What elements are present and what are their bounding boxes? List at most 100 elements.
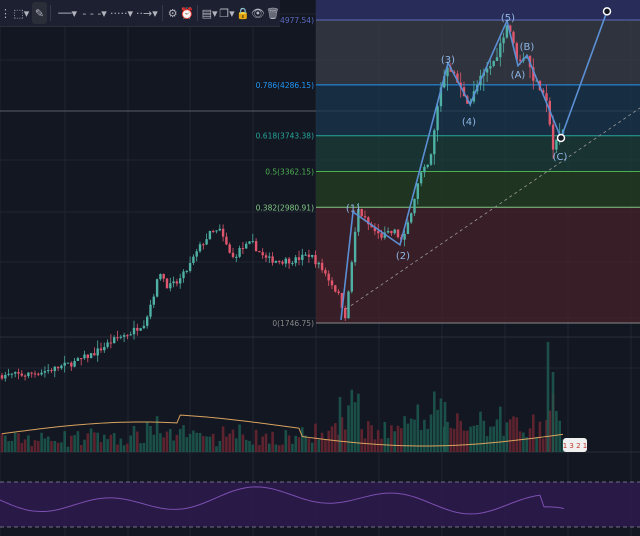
candle-body — [146, 316, 149, 326]
clone-icon[interactable]: ❐▾ — [219, 6, 235, 20]
candle-body — [185, 270, 188, 272]
candle-body — [56, 366, 60, 369]
volume-bar — [449, 427, 453, 452]
volume-bar — [149, 426, 152, 452]
volume-bar — [492, 426, 495, 452]
volume-bar — [63, 431, 66, 452]
candle-body — [330, 280, 334, 286]
grip-icon: ⋮ — [0, 6, 11, 20]
fib-zone-top — [316, 0, 640, 20]
toolbar-separator — [197, 5, 198, 21]
candle-body — [7, 373, 10, 375]
rsi-pane — [0, 481, 640, 528]
fib-trend-line[interactable] — [345, 107, 640, 310]
candle-body — [403, 233, 406, 240]
line-end-arrow[interactable]: ··→▾ — [136, 6, 158, 20]
candle-body — [205, 239, 208, 245]
volume-bar — [416, 404, 420, 452]
candle-body — [353, 231, 357, 263]
candle-body — [53, 366, 56, 372]
candle-body — [363, 216, 367, 218]
volume-badge[interactable] — [563, 438, 587, 452]
volume-bar — [182, 425, 185, 452]
fib-retracement[interactable]: 1(4977.54) 0.786(4286.15) 0.618(3743.38) 0.… — [256, 0, 640, 328]
volume-bar — [248, 440, 251, 452]
volume-bar — [376, 430, 380, 452]
candle-body — [350, 262, 353, 292]
elliott-wave[interactable]: (1) (2) (3) (4) (5) (A) (B) (C) — [340, 7, 612, 320]
candle-body — [413, 198, 416, 214]
candle-body — [489, 65, 492, 69]
volume-bar — [60, 442, 63, 452]
candle-body — [89, 353, 93, 358]
toolbar-separator — [50, 5, 52, 21]
alert-icon[interactable]: ⏰ — [180, 6, 194, 20]
volume-bar — [301, 427, 304, 452]
templates-icon[interactable]: ▤▾ — [201, 6, 218, 20]
volume-bar — [532, 414, 535, 452]
candle-body — [287, 258, 291, 264]
candle-body — [155, 279, 159, 297]
candle-body — [525, 55, 528, 59]
candle-body — [27, 372, 30, 377]
candle-body — [396, 229, 400, 238]
elliott-wave-line[interactable] — [340, 11, 608, 320]
volume-bar — [109, 434, 113, 452]
volume-bar — [145, 421, 149, 452]
candle-body — [357, 209, 360, 232]
candle-body — [93, 353, 96, 356]
candle-body — [264, 255, 268, 258]
volume-bar — [337, 434, 340, 452]
candle-body — [281, 261, 284, 264]
candle-body — [109, 342, 113, 344]
visibility-icon[interactable]: 👁 — [250, 6, 265, 20]
volume-bar — [396, 425, 400, 452]
candle-body — [159, 274, 162, 280]
volume-bar — [525, 437, 528, 452]
candle-body — [324, 270, 327, 274]
volume-ma-line — [1, 414, 564, 447]
candle-body — [228, 244, 231, 253]
candle-body — [380, 233, 383, 238]
wave-label: (3) — [441, 55, 455, 66]
volume-bar — [175, 434, 179, 452]
lock-icon[interactable]: 🔒 — [235, 6, 250, 20]
volume-bar — [287, 435, 291, 452]
volume-bar — [93, 432, 96, 452]
volume-bar — [50, 441, 53, 452]
volume-bar — [7, 441, 10, 452]
volume-bar — [423, 419, 426, 452]
volume-bar — [340, 417, 344, 452]
cursor-tool[interactable]: ⬚▾ — [13, 6, 30, 20]
volume-bar — [235, 438, 238, 452]
candle-body — [113, 337, 116, 344]
candle-body — [278, 261, 281, 263]
volume-bar — [192, 430, 195, 452]
volume-bar — [10, 440, 14, 452]
candle-body — [103, 346, 106, 351]
pencil-tool[interactable]: ✎ — [31, 2, 48, 24]
delete-icon[interactable]: 🗑 — [265, 6, 280, 20]
volume-bar — [406, 423, 410, 452]
candle-body — [456, 73, 459, 83]
candle-body — [99, 348, 103, 351]
wave-point-handle[interactable] — [602, 7, 612, 16]
candle-body — [248, 241, 251, 244]
volume-bar — [271, 431, 274, 452]
line-style-dotted[interactable]: ·····▾ — [110, 6, 134, 20]
volume-bar — [443, 402, 447, 452]
candle-body — [172, 281, 175, 284]
wave-label: (2) — [396, 251, 410, 262]
wave-point-handle[interactable] — [556, 133, 566, 143]
wave-label: (5) — [501, 13, 515, 24]
line-style-solid[interactable]: ──▾ — [58, 6, 78, 20]
line-style-dashed[interactable]: - - -▾ — [82, 6, 107, 20]
settings-icon[interactable]: ⚙ — [167, 6, 178, 20]
candle-body — [37, 373, 40, 375]
volume-bar — [202, 436, 205, 452]
volume-bar — [551, 372, 555, 452]
volume-bar — [367, 421, 370, 452]
candle-body — [406, 222, 410, 234]
volume-bar — [4, 435, 7, 452]
